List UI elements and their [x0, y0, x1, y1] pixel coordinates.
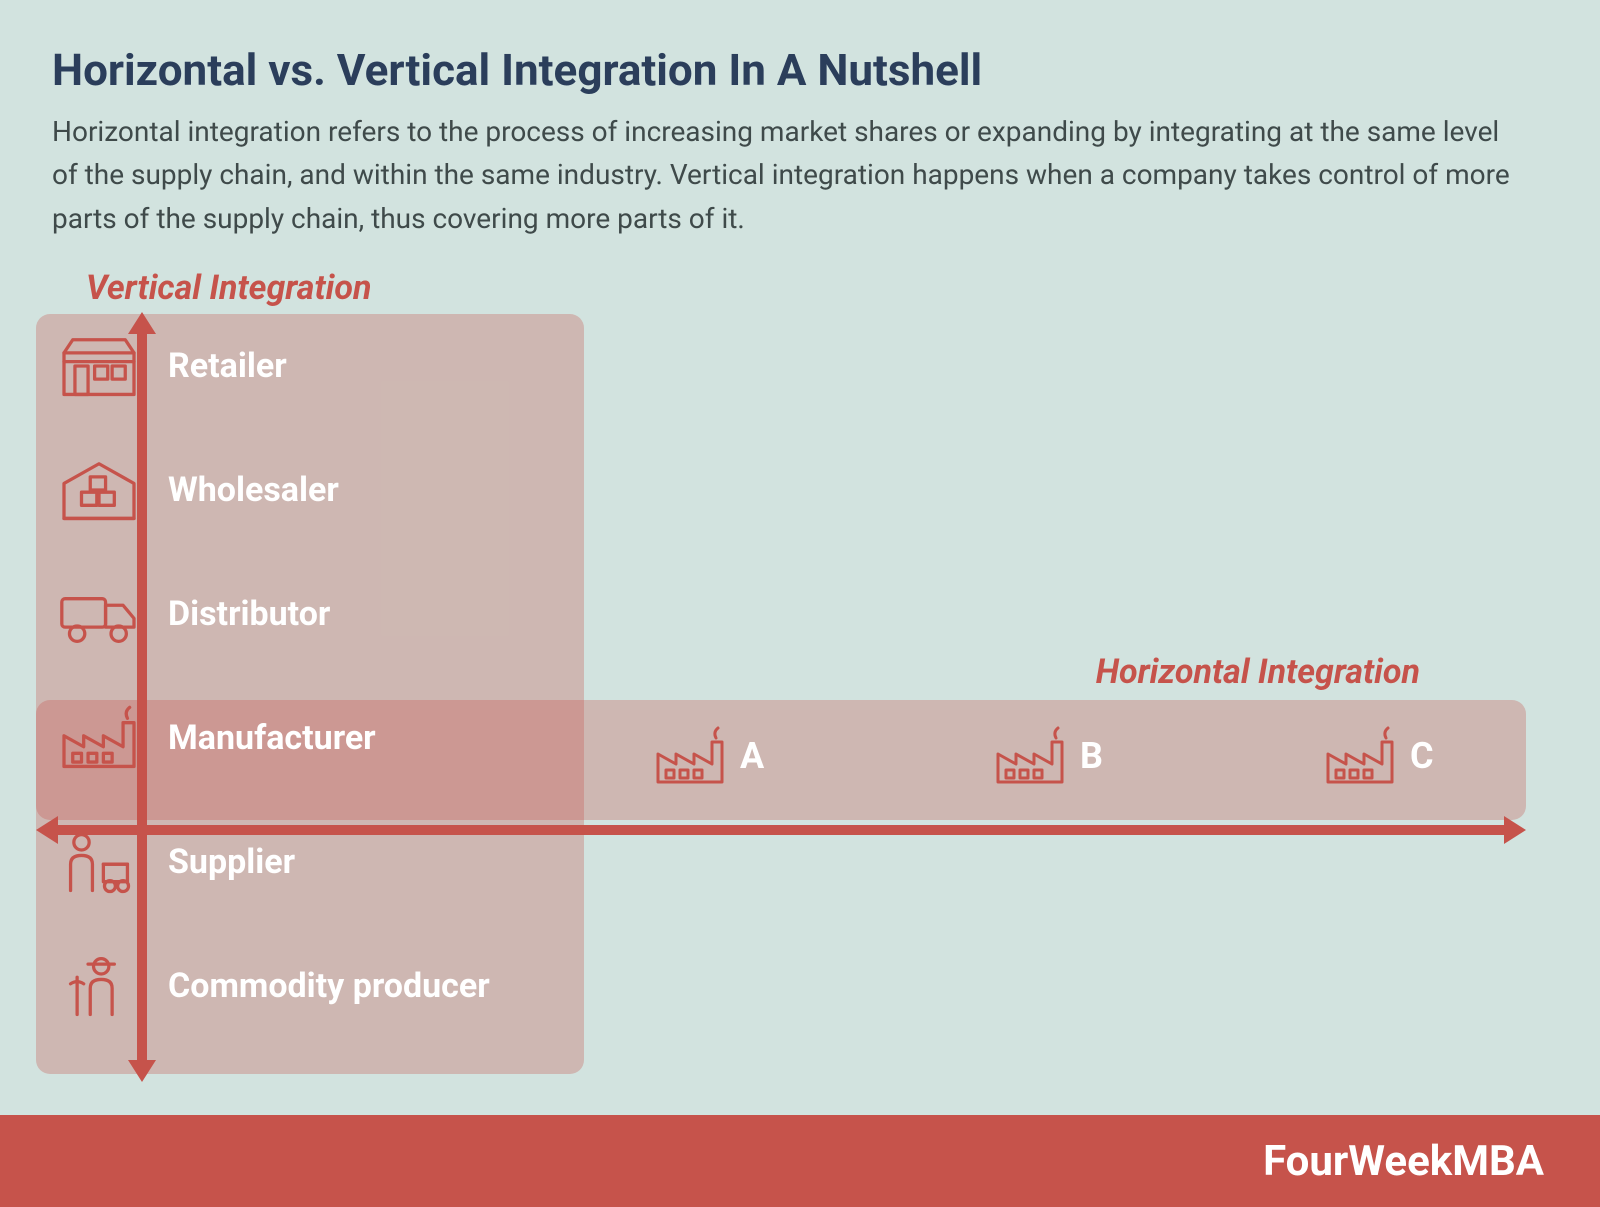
truck-icon	[54, 578, 144, 650]
footer-bar: FourWeekMBA	[0, 1115, 1600, 1207]
supply-chain-row: Wholesaler	[54, 454, 339, 526]
manufacturer-letter: A	[740, 735, 764, 777]
farmer-icon	[54, 950, 144, 1022]
supply-chain-row: Retailer	[54, 330, 287, 402]
factory-icon	[54, 702, 144, 774]
page-title: Horizontal vs. Vertical Integration In A…	[52, 44, 982, 96]
row-label: Commodity producer	[168, 966, 490, 1006]
warehouse-icon	[54, 454, 144, 526]
manufacturer-cell: C	[1320, 720, 1434, 792]
page-description: Horizontal integration refers to the pro…	[52, 110, 1520, 240]
manufacturer-letter: C	[1410, 735, 1434, 777]
manufacturer-cell: B	[990, 720, 1103, 792]
row-label: Distributor	[168, 594, 330, 634]
supply-chain-row: Commodity producer	[54, 950, 490, 1022]
manufacturer-cell: A	[650, 720, 764, 792]
vertical-axis-label: Vertical Integration	[86, 268, 371, 308]
row-label: Wholesaler	[168, 470, 339, 510]
factory-icon	[1320, 720, 1400, 792]
row-label: Supplier	[168, 842, 295, 882]
row-label: Manufacturer	[168, 718, 376, 758]
row-label: Retailer	[168, 346, 287, 386]
retailer-icon	[54, 330, 144, 402]
supply-chain-row: Distributor	[54, 578, 330, 650]
supplier-icon	[54, 826, 144, 898]
supply-chain-row: Manufacturer	[54, 702, 376, 774]
manufacturer-letter: B	[1080, 735, 1103, 777]
infographic-root: Horizontal vs. Vertical Integration In A…	[0, 0, 1600, 1207]
supply-chain-row: Supplier	[54, 826, 295, 898]
footer-brand: FourWeekMBA	[1263, 1137, 1544, 1186]
factory-icon	[650, 720, 730, 792]
horizontal-axis-label: Horizontal Integration	[1096, 652, 1420, 692]
factory-icon	[990, 720, 1070, 792]
